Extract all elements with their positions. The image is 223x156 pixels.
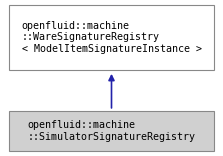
Text: openfluid::machine
::WareSignatureRegistry
< ModelItemSignatureInstance >: openfluid::machine ::WareSignatureRegist…	[21, 21, 202, 54]
Text: openfluid::machine
::SimulatorSignatureRegistry: openfluid::machine ::SimulatorSignatureR…	[27, 120, 196, 142]
FancyBboxPatch shape	[9, 111, 214, 151]
FancyBboxPatch shape	[9, 5, 214, 70]
